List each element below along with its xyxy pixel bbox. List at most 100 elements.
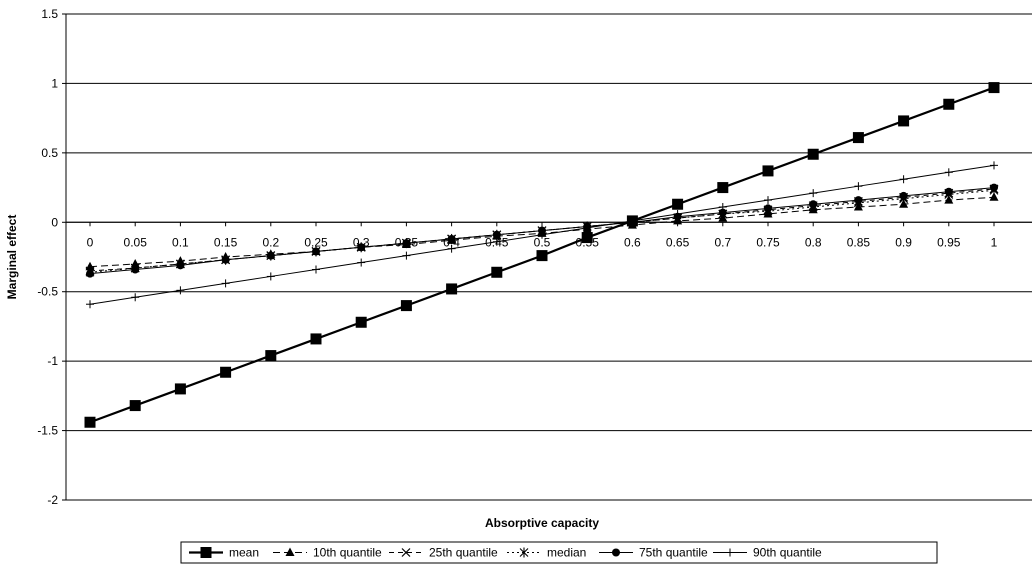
data-point-75th-quantile xyxy=(854,196,863,205)
x-tick-label: 0 xyxy=(87,235,94,249)
legend-entry: 90th quantile xyxy=(713,546,822,560)
data-point-90th-quantile xyxy=(944,168,953,177)
x-tick-label: 0.25 xyxy=(304,235,328,249)
legend-label: median xyxy=(547,546,586,560)
data-point-75th-quantile xyxy=(899,191,908,200)
y-tick-label: -1.5 xyxy=(37,424,58,438)
data-point-75th-quantile xyxy=(131,265,140,274)
x-tick-label: 0.85 xyxy=(847,235,871,249)
data-point-90th-quantile xyxy=(583,223,592,232)
x-tick-label: 1 xyxy=(991,235,998,249)
data-point-mean xyxy=(988,82,1000,94)
data-point-mean xyxy=(762,165,774,177)
data-point-90th-quantile xyxy=(492,237,501,246)
x-tick-label: 0.75 xyxy=(756,235,780,249)
x-tick-label: 0.3 xyxy=(353,235,370,249)
data-point-mean xyxy=(898,115,910,127)
data-point-90th-quantile xyxy=(402,251,411,260)
data-point-mean xyxy=(536,250,548,262)
y-tick-label: 1 xyxy=(51,76,58,90)
data-point-mean xyxy=(265,350,277,362)
x-tick-label: 0.8 xyxy=(805,235,822,249)
data-point-90th-quantile xyxy=(854,182,863,191)
x-tick-label: 0.2 xyxy=(262,235,279,249)
x-tick-label: 0.5 xyxy=(534,235,551,249)
data-point-90th-quantile xyxy=(764,196,772,205)
x-tick-label: 0.95 xyxy=(937,235,961,249)
legend-swatch-marker xyxy=(612,548,620,557)
data-point-90th-quantile xyxy=(673,209,682,218)
data-point-90th-quantile xyxy=(131,293,140,302)
data-point-mean xyxy=(400,300,412,312)
x-axis-title: Absorptive capacity xyxy=(485,516,599,530)
data-point-90th-quantile xyxy=(990,161,998,170)
y-tick-label: 0.5 xyxy=(41,146,58,160)
data-point-90th-quantile xyxy=(899,175,908,184)
legend-entry: 75th quantile xyxy=(599,546,708,560)
data-point-mean xyxy=(355,316,367,328)
x-tick-label: 0.4 xyxy=(443,235,460,249)
x-tick-label: 0.35 xyxy=(395,235,419,249)
data-point-75th-quantile xyxy=(447,234,456,243)
x-tick-label: 0.7 xyxy=(714,235,731,249)
legend-swatch-marker xyxy=(200,547,212,558)
marker-layer xyxy=(84,82,1000,428)
legend-label: 25th quantile xyxy=(429,546,498,560)
data-point-10th-quantile xyxy=(989,192,999,201)
data-point-75th-quantile xyxy=(86,269,94,278)
legend: mean 10th quantile 25th quantile median 75th… xyxy=(180,541,938,564)
data-point-75th-quantile xyxy=(221,255,230,264)
legend-swatch-marker xyxy=(519,547,529,558)
x-tick-label: 0.9 xyxy=(895,235,912,249)
labels-layer: 1.5 1 0.5 0 -0.5 -1 -1.5 -2 0 0.05 0.1 0.15 0.2 0.25 0… xyxy=(37,7,997,507)
legend-label: 75th quantile xyxy=(639,546,708,560)
data-point-90th-quantile xyxy=(176,286,185,295)
data-point-mean xyxy=(220,366,232,378)
data-point-90th-quantile xyxy=(86,300,94,309)
y-tick-label: -1 xyxy=(47,354,58,368)
y-axis-title: Marginal effect xyxy=(5,215,19,300)
x-tick-label: 0.1 xyxy=(172,235,189,249)
legend-entry: 25th quantile xyxy=(389,546,498,560)
legend-label: 10th quantile xyxy=(313,546,382,560)
x-tick-label: 0.45 xyxy=(485,235,509,249)
data-point-mean xyxy=(943,98,955,110)
data-point-90th-quantile xyxy=(809,189,818,198)
data-point-90th-quantile xyxy=(718,203,727,212)
data-point-90th-quantile xyxy=(628,216,637,225)
data-point-mean xyxy=(174,383,186,395)
legend-entry: mean xyxy=(189,546,259,560)
y-tick-label: 0 xyxy=(51,215,58,229)
data-point-90th-quantile xyxy=(221,279,230,288)
data-point-mean xyxy=(310,333,322,345)
legend-label: 90th quantile xyxy=(753,546,822,560)
x-tick-label: 0.05 xyxy=(124,235,148,249)
legend-swatch-marker xyxy=(285,547,295,556)
data-point-90th-quantile xyxy=(357,258,366,267)
x-tick-label: 0.15 xyxy=(214,235,238,249)
x-tick-label: 0.65 xyxy=(666,235,690,249)
x-tick-label: 0.6 xyxy=(624,235,641,249)
data-point-mean xyxy=(807,148,819,160)
data-point-75th-quantile xyxy=(809,200,818,209)
data-point-mean xyxy=(717,182,729,194)
data-point-75th-quantile xyxy=(538,226,546,235)
data-point-75th-quantile xyxy=(764,204,772,213)
data-point-mean xyxy=(446,283,458,295)
data-point-75th-quantile xyxy=(944,187,953,196)
data-point-75th-quantile xyxy=(266,251,275,260)
data-point-mean xyxy=(672,198,684,210)
legend-entry: 10th quantile xyxy=(273,546,382,560)
data-point-mean xyxy=(129,400,141,412)
data-point-mean xyxy=(491,266,503,278)
legend-entry: median xyxy=(507,546,586,560)
data-point-90th-quantile xyxy=(312,265,320,274)
legend-swatch-marker xyxy=(726,548,734,557)
legend-swatch-marker xyxy=(401,548,411,557)
legend-label: mean xyxy=(229,546,259,560)
axes-layer xyxy=(62,13,1032,501)
y-tick-label: -2 xyxy=(47,493,58,507)
data-point-75th-quantile xyxy=(990,183,998,192)
data-point-75th-quantile xyxy=(312,247,320,256)
